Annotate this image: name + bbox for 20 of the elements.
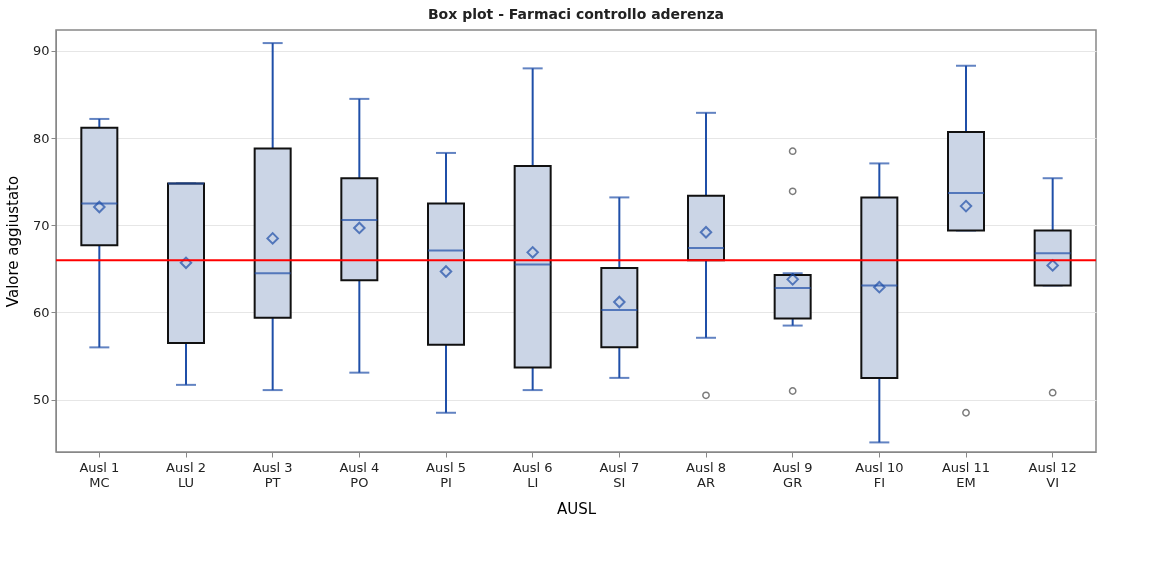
x-tick-label: Ausl 7 SI [599, 459, 640, 490]
x-tick-label: Ausl 9 GR [772, 459, 813, 490]
y-tick-label: 80 [32, 130, 50, 146]
x-tick-label: Ausl 2 LU [166, 459, 206, 490]
x-tick-label: Ausl 1 MC [79, 459, 120, 490]
x-tick-label: Ausl 5 PI [426, 459, 466, 490]
y-tick-label: 90 [32, 43, 50, 59]
y-axis-title: Valore aggiustato [3, 175, 22, 308]
x-tick-label: Ausl 3 PT [252, 459, 293, 490]
x-axis-title: AUSL [556, 499, 597, 518]
x-tick-label: Ausl 11 EM [941, 459, 991, 490]
y-tick-label: 50 [32, 392, 50, 408]
x-tick-label: Ausl 8 AR [686, 459, 726, 490]
x-tick-label: Ausl 4 PO [339, 459, 380, 490]
x-tick-label: Ausl 10 FI [855, 459, 904, 490]
y-tick-label: 70 [32, 217, 50, 233]
x-tick-label: Ausl 12 VI [1028, 459, 1077, 490]
x-tick-label: Ausl 6 LI [512, 459, 553, 490]
chart-title: Box plot - Farmaci controllo aderenza [427, 6, 725, 22]
y-tick-label: 60 [32, 305, 50, 320]
